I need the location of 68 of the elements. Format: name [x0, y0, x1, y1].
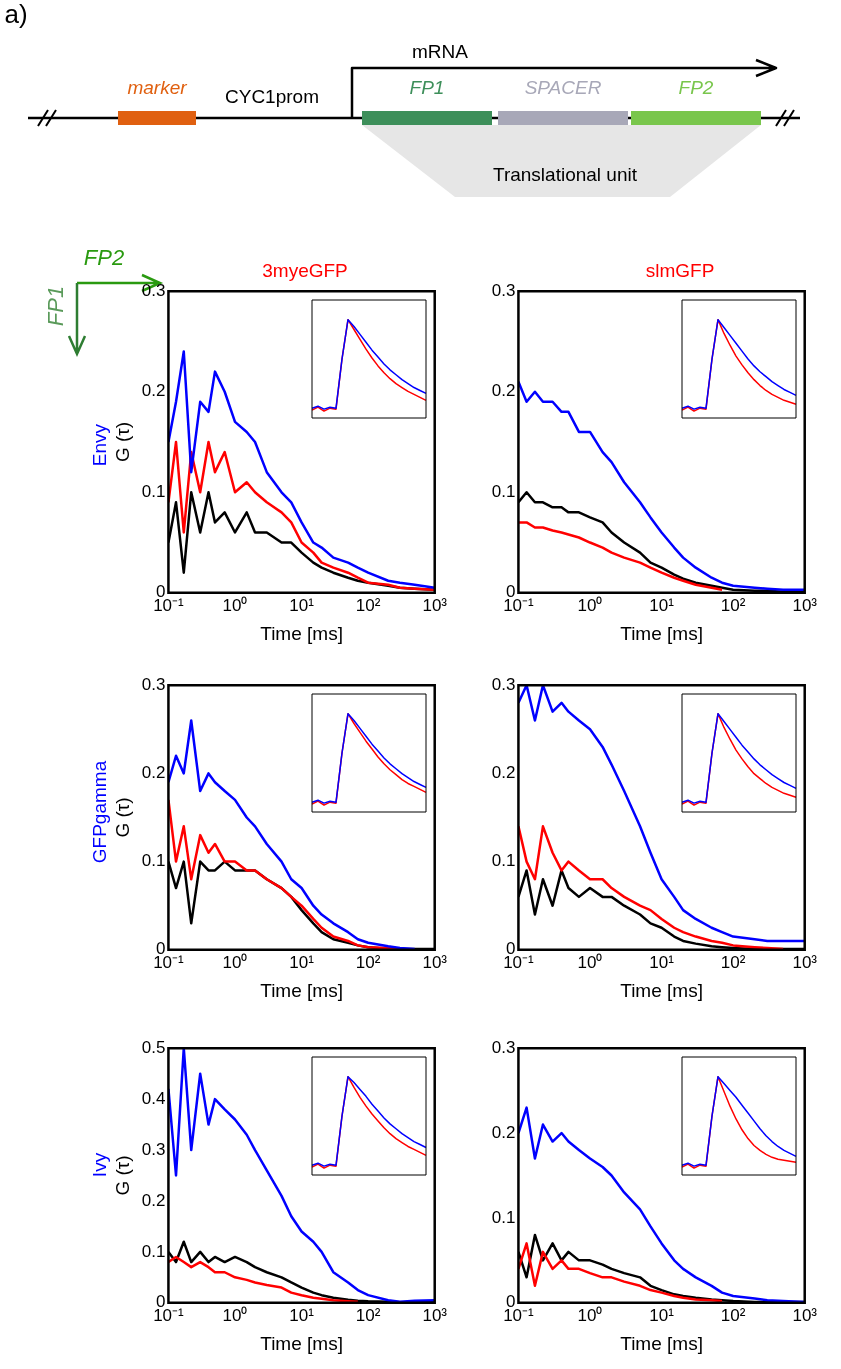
- y-axis-title: G (τ): [111, 1155, 133, 1196]
- text: a): [4, 0, 28, 30]
- x-tick-label: 10¹: [289, 595, 315, 615]
- text: FP2: [678, 77, 714, 99]
- x-tick-label: 10²: [355, 1305, 381, 1325]
- text: FP1: [409, 77, 445, 99]
- y-tick-label: 0.2: [491, 381, 516, 401]
- x-tick-label: 10⁰: [577, 1305, 603, 1325]
- text: FP2: [83, 245, 125, 271]
- y-tick-label: 0.2: [491, 1122, 516, 1142]
- text: mRNA: [412, 41, 468, 63]
- x-tick-label: 10¹: [289, 1305, 315, 1325]
- x-tick-label: 10¹: [649, 595, 675, 615]
- x-tick-label: 10³: [422, 952, 448, 972]
- text: marker: [127, 77, 187, 99]
- y-tick-label: 0.3: [141, 674, 166, 694]
- x-tick-label: 10¹: [289, 952, 315, 972]
- y-tick-label: 0.3: [141, 1139, 166, 1159]
- text: SPACER: [524, 77, 602, 99]
- x-tick-label: 10⁰: [222, 952, 248, 972]
- x-tick-label: 10¹: [649, 952, 675, 972]
- y-tick-label: 0.3: [491, 674, 516, 694]
- y-tick-label: 0.3: [141, 280, 166, 300]
- x-tick-label: 10³: [422, 595, 448, 615]
- text: slmGFP: [645, 260, 715, 282]
- y-tick-label: 0.1: [491, 481, 516, 501]
- x-axis-title: Time [ms]: [260, 1332, 343, 1354]
- text: Envy: [89, 423, 111, 467]
- x-axis-title: Time [ms]: [620, 622, 703, 644]
- x-axis-title: Time [ms]: [620, 1332, 703, 1354]
- y-axis-title: G (τ): [111, 797, 133, 838]
- x-tick-label: 10⁰: [222, 595, 248, 615]
- x-tick-label: 10³: [422, 1305, 448, 1325]
- text: 3myeGFP: [262, 260, 348, 282]
- x-tick-label: 10²: [720, 1305, 746, 1325]
- x-tick-label: 10¹: [649, 1305, 675, 1325]
- y-tick-label: 0.2: [141, 381, 166, 401]
- x-tick-label: 10⁰: [222, 1305, 248, 1325]
- x-tick-label: 10²: [355, 952, 381, 972]
- text: Translational unit: [493, 164, 637, 186]
- text: FP1: [43, 285, 69, 327]
- y-tick-label: 0.3: [491, 280, 516, 300]
- y-tick-label: 0.1: [141, 1241, 166, 1261]
- y-tick-label: 0.3: [491, 1037, 516, 1057]
- y-tick-label: 0.1: [141, 851, 166, 871]
- text: Ivy: [89, 1152, 111, 1178]
- y-tick-label: 0.5: [141, 1037, 166, 1057]
- y-tick-label: 0.1: [491, 851, 516, 871]
- x-tick-label: 10³: [792, 595, 818, 615]
- text: GFPgamma: [89, 760, 111, 864]
- x-tick-label: 10⁰: [577, 952, 603, 972]
- y-tick-label: 0.1: [491, 1207, 516, 1227]
- y-tick-label: 0.1: [141, 481, 166, 501]
- x-axis-title: Time [ms]: [260, 622, 343, 644]
- y-tick-label: 0.4: [141, 1088, 166, 1108]
- y-tick-label: 0.2: [141, 763, 166, 783]
- x-tick-label: 10²: [355, 595, 381, 615]
- y-axis-title: G (τ): [111, 421, 133, 463]
- x-tick-label: 10²: [720, 595, 746, 615]
- x-axis-title: Time [ms]: [260, 979, 343, 1001]
- text: CYC1prom: [225, 86, 319, 108]
- x-tick-label: 10⁰: [577, 595, 603, 615]
- x-tick-label: 10³: [792, 1305, 818, 1325]
- x-tick-label: 10²: [720, 952, 746, 972]
- y-tick-label: 0.2: [141, 1190, 166, 1210]
- x-axis-title: Time [ms]: [620, 979, 703, 1001]
- y-tick-label: 0.2: [491, 763, 516, 783]
- x-tick-label: 10³: [792, 952, 818, 972]
